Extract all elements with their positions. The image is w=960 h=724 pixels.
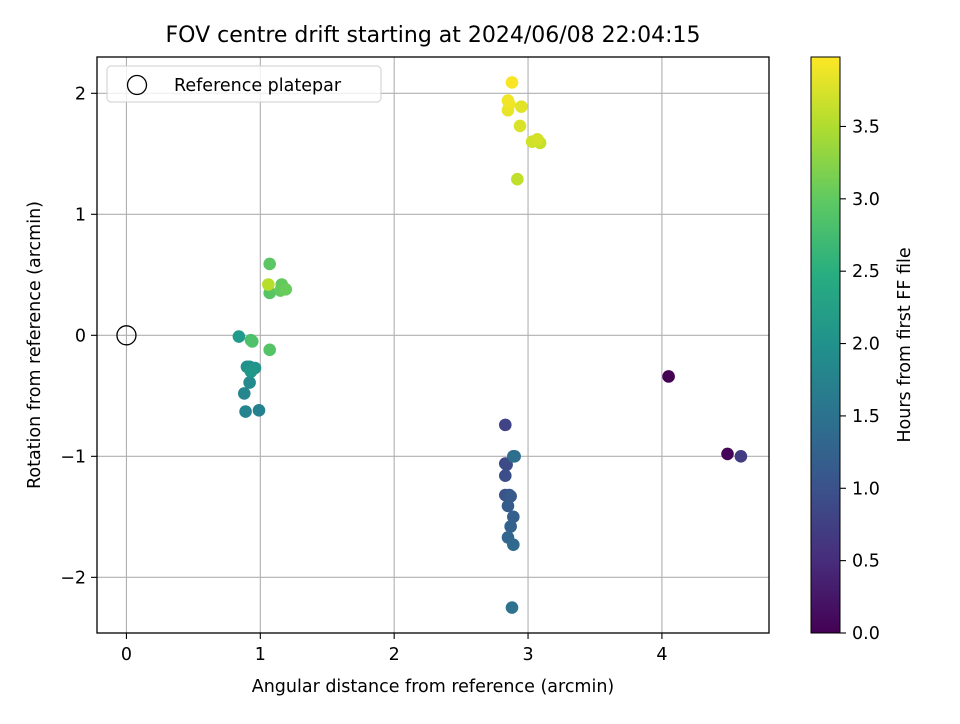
- y-tick-label: 1: [75, 205, 86, 225]
- legend-label-reference: Reference platepar: [174, 76, 342, 96]
- data-point: [515, 100, 528, 113]
- x-axis-ticks: 0 1 2 3 4: [121, 633, 667, 665]
- legend: Reference platepar: [106, 65, 382, 103]
- colorbar-tick-label: 3.5: [852, 117, 880, 137]
- y-axis-ticks: −2 −1 0 1 2: [60, 84, 97, 588]
- x-tick-label: 3: [522, 645, 533, 665]
- x-tick-label: 1: [255, 645, 266, 665]
- colorbar-ticks: 0.0 0.5 1.0 1.5 2.0 2.5 3.0 3.5: [840, 117, 880, 644]
- colorbar-tick-label: 0.5: [852, 552, 880, 572]
- data-point: [531, 132, 544, 146]
- data-point: [508, 450, 521, 463]
- scatter-points: [116, 76, 748, 614]
- data-point: [513, 119, 527, 133]
- data-point: [263, 343, 276, 357]
- plot-frame: [96, 56, 770, 634]
- colorbar-tick-label: 1.0: [852, 479, 880, 499]
- y-axis-label: Rotation from reference (arcmin): [25, 201, 45, 489]
- data-point: [243, 376, 256, 389]
- data-point: [498, 469, 512, 482]
- data-point: [505, 601, 519, 614]
- colorbar-tick-label: 1.5: [852, 407, 880, 427]
- colorbar: 0.0 0.5 1.0 1.5 2.0 2.5 3.0 3.5 Hours from firs…: [810, 56, 915, 644]
- data-point: [244, 365, 258, 378]
- x-axis-label: Angular distance from reference (arcmin): [252, 677, 615, 697]
- data-point: [501, 94, 515, 107]
- data-point: [245, 335, 259, 348]
- data-point: [498, 418, 512, 432]
- colorbar-tick-label: 0.0: [852, 624, 880, 644]
- x-tick-label: 0: [121, 645, 132, 665]
- data-point: [505, 76, 519, 89]
- legend-marker-reference: [126, 74, 148, 96]
- data-point: [511, 172, 524, 186]
- x-tick-label: 4: [656, 645, 667, 665]
- y-tick-label: 2: [75, 84, 86, 104]
- y-tick-label: −1: [60, 447, 86, 467]
- grid: [97, 57, 769, 633]
- reference-marker: [116, 325, 137, 346]
- data-point: [279, 283, 293, 296]
- data-point: [232, 330, 246, 343]
- data-point: [662, 370, 675, 383]
- colorbar-frame: [810, 56, 841, 634]
- x-tick-label: 2: [389, 645, 400, 665]
- legend-box: [106, 65, 382, 103]
- y-tick-label: −2: [60, 568, 86, 588]
- data-point: [500, 458, 513, 472]
- colorbar-tick-label: 2.5: [852, 262, 880, 282]
- data-point: [262, 278, 275, 291]
- data-point: [263, 257, 276, 271]
- data-point: [507, 510, 520, 524]
- chart-title: FOV centre drift starting at 2024/06/08 …: [166, 23, 701, 48]
- colorbar-tick-label: 2.0: [852, 335, 880, 355]
- colorbar-label: Hours from first FF file: [895, 247, 915, 442]
- data-point: [252, 404, 266, 417]
- y-tick-label: 0: [75, 326, 86, 346]
- data-point: [721, 447, 734, 461]
- data-point: [504, 520, 517, 533]
- data-point: [507, 538, 520, 551]
- data-point: [734, 450, 748, 463]
- data-point: [501, 499, 515, 513]
- colorbar-tick-label: 3.0: [852, 190, 880, 210]
- data-point: [504, 489, 517, 503]
- data-point: [239, 405, 252, 418]
- data-point: [237, 387, 251, 400]
- colorbar-gradient: [811, 57, 840, 633]
